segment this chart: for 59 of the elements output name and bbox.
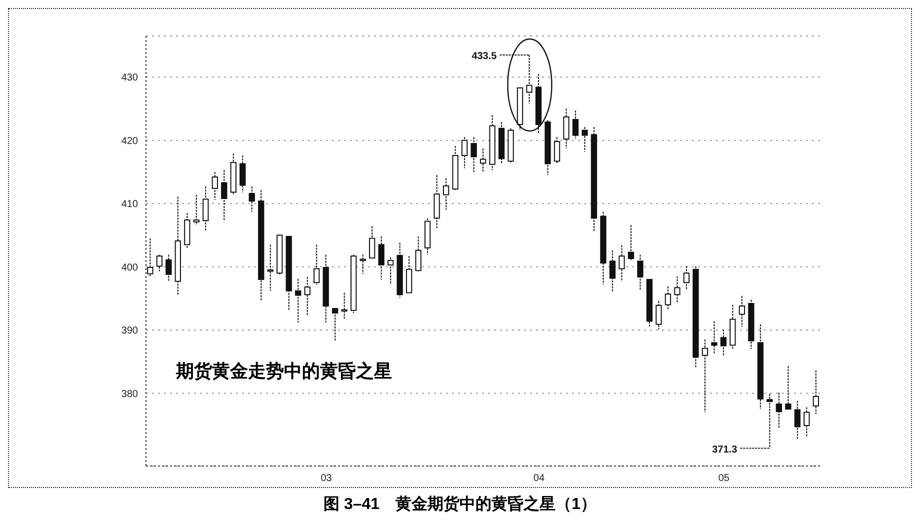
candlestick — [369, 226, 376, 258]
text: 图 3–41 黄金期货中的黄昏之星（1） — [322, 494, 598, 515]
candlestick — [664, 286, 672, 310]
candlestick — [166, 254, 172, 282]
annotation: 371.3 — [712, 444, 738, 456]
y-tick-label: 380 — [121, 388, 138, 400]
candlestick — [711, 320, 718, 355]
candlestick — [193, 194, 200, 226]
candlestick — [415, 236, 422, 272]
candlestick — [785, 366, 792, 410]
candlestick — [720, 328, 727, 356]
candlestick — [378, 236, 384, 280]
candlestick — [738, 295, 746, 328]
candlestick — [563, 108, 570, 150]
candlestick — [656, 300, 662, 330]
candlestick — [702, 339, 708, 413]
candlestick — [314, 244, 320, 286]
x-tick-label: 03 — [320, 473, 332, 484]
candlestick — [202, 186, 209, 232]
candlestick — [776, 392, 782, 430]
annotation: 433.5 — [472, 50, 498, 62]
candlestick — [295, 278, 302, 323]
candlestick — [442, 178, 450, 210]
candlestick — [618, 244, 625, 282]
x-tick-label: 05 — [718, 473, 730, 484]
candlestick — [360, 254, 366, 274]
candlestick — [554, 136, 560, 164]
candlestick — [674, 276, 680, 304]
candlestick — [572, 110, 579, 139]
candlestick — [156, 254, 162, 272]
annotation: 期货黄金走势中的黄昏之星 — [176, 360, 392, 384]
candlestick — [683, 266, 690, 290]
candlestick — [341, 292, 348, 320]
candlestick — [470, 136, 477, 172]
candlestick — [248, 186, 255, 212]
candlestick — [628, 224, 634, 260]
candlestick — [794, 400, 800, 440]
candlestick — [480, 148, 486, 172]
x-tick-label: 04 — [533, 473, 545, 484]
candlestick — [406, 256, 412, 294]
candlestick — [212, 171, 218, 200]
candlestick — [221, 170, 228, 222]
y-tick-label: 410 — [121, 199, 138, 210]
y-tick-label: 390 — [121, 326, 138, 337]
candlestick — [147, 238, 154, 277]
candlestick — [609, 250, 616, 292]
candlestick — [461, 136, 468, 169]
candlestick — [267, 244, 274, 292]
y-tick-label: 420 — [121, 136, 138, 147]
candlestick — [812, 370, 819, 415]
y-tick-label: 430 — [121, 72, 138, 84]
candlestick — [804, 406, 810, 438]
candlestick — [332, 308, 338, 342]
candlestick — [240, 155, 246, 193]
candlestick — [637, 254, 644, 290]
candlestick — [582, 126, 588, 152]
candlestick — [304, 276, 310, 316]
y-tick-label: 400 — [121, 262, 138, 274]
candlestick — [387, 256, 394, 286]
